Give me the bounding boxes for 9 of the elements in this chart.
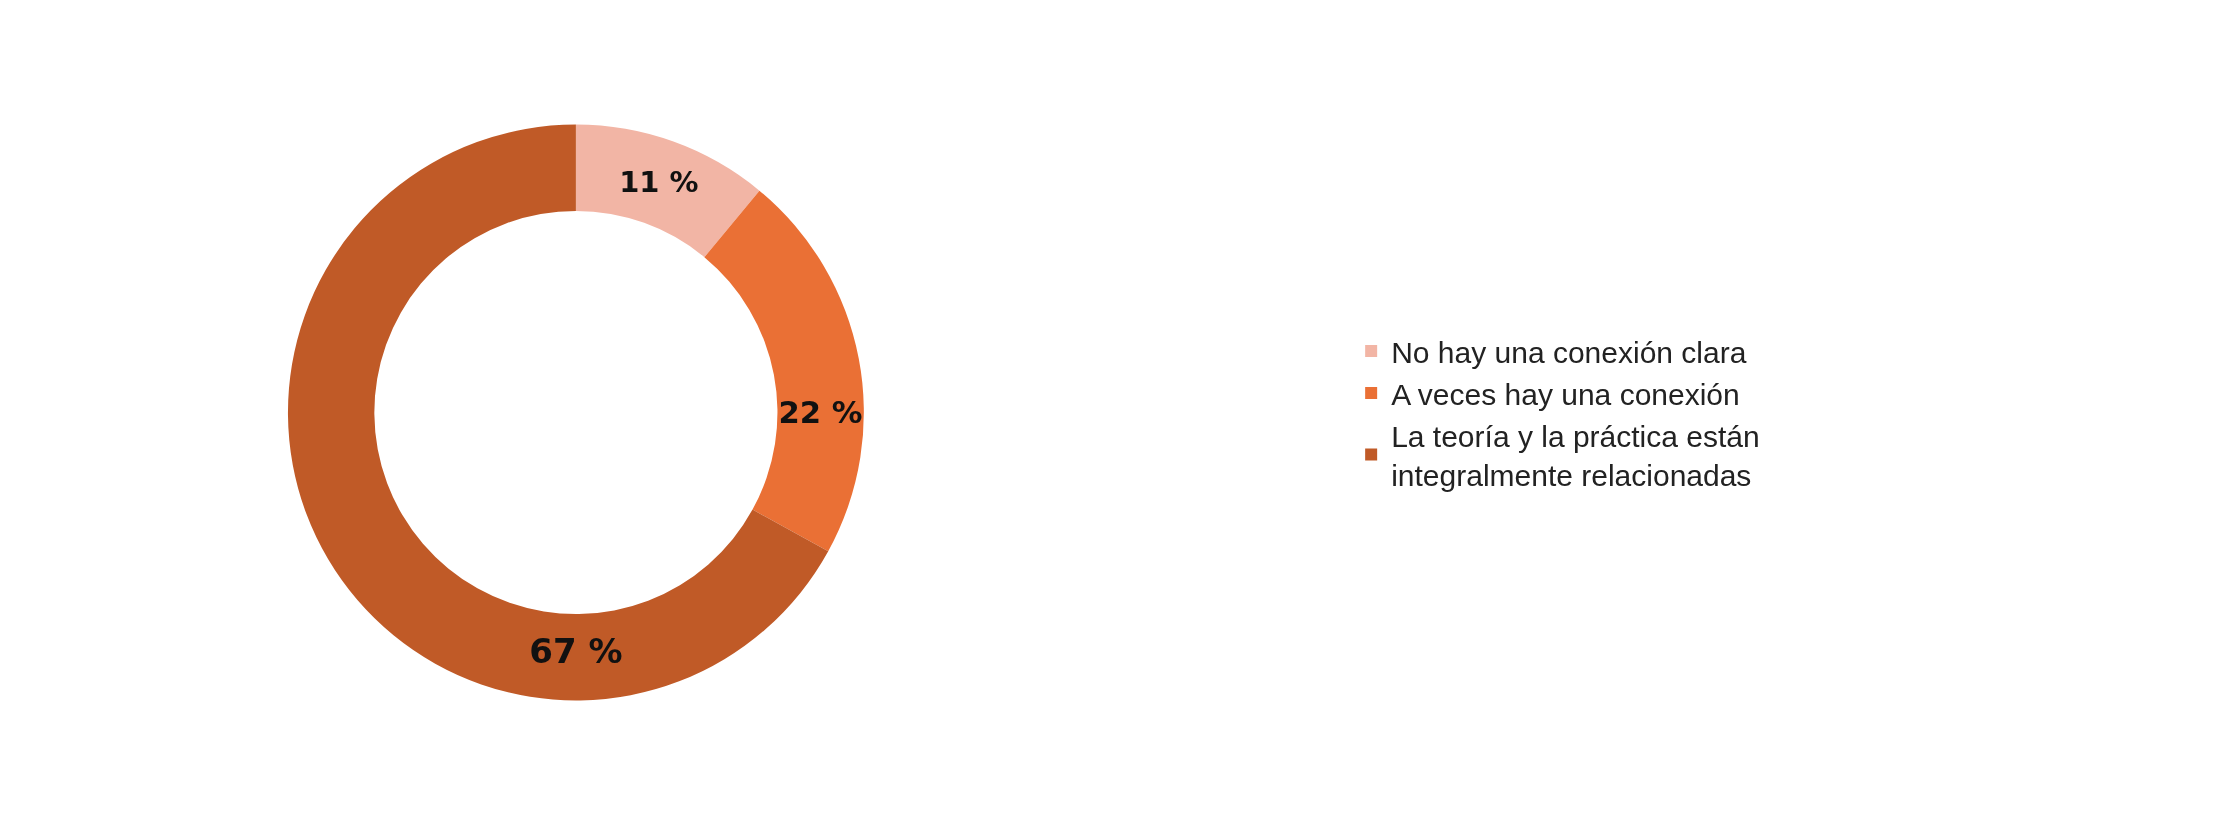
legend-label: A veces hay una conexión <box>1391 377 1740 411</box>
donut-slice <box>575 124 760 258</box>
legend-label: La teoría y la práctica están integralmente relacionadas <box>1391 419 1760 492</box>
legend-label: No hay una conexión clara <box>1391 335 1747 369</box>
donut-slice <box>704 190 864 552</box>
data-label: 22 % <box>778 395 863 431</box>
donut-slice <box>288 124 829 701</box>
data-label: 67 % <box>529 630 623 671</box>
data-label: 11 % <box>619 165 699 200</box>
